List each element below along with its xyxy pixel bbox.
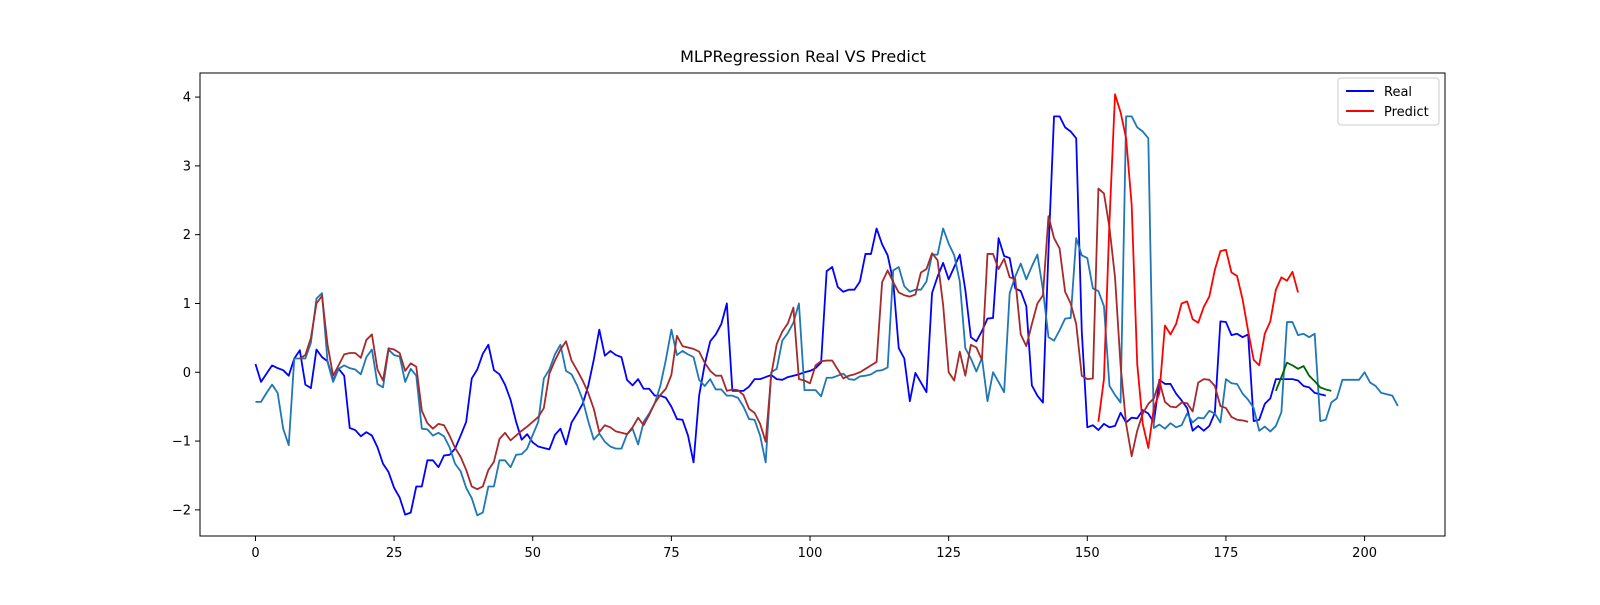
x-tick-label: 0 [251, 546, 259, 561]
x-tick-label: 75 [663, 546, 680, 561]
legend-box [1337, 77, 1440, 126]
y-tick-label: 1 [183, 297, 191, 312]
chart-title: MLPRegression Real VS Predict [680, 47, 926, 66]
axes-layer: 0 25 50 75 100 125 150 175 200 −2 −1 0 1 2 3 4 [172, 72, 1446, 561]
y-tick-label: 3 [183, 159, 191, 174]
y-tick-label: 0 [183, 366, 191, 381]
legend-label-real: Real [1384, 85, 1412, 100]
x-tick-label: 200 [1352, 546, 1377, 561]
y-tick-label: −2 [172, 503, 191, 518]
series-layer [254, 93, 1399, 517]
y-tick-label: −1 [172, 435, 191, 450]
plot-frame [199, 72, 1446, 537]
series-line-0 [254, 115, 1326, 516]
legend-label-predict: Predict [1384, 105, 1429, 120]
x-tick-label: 125 [936, 546, 961, 561]
series-line-4 [1275, 361, 1332, 392]
x-tick-label: 100 [798, 546, 823, 561]
series-line-2 [299, 187, 1249, 491]
x-tick-label: 50 [524, 546, 541, 561]
series-line-3 [1097, 93, 1299, 449]
legend: Real Predict [1337, 77, 1440, 126]
y-tick-label: 4 [183, 91, 191, 106]
x-tick-label: 150 [1075, 546, 1100, 561]
x-tick-label: 175 [1214, 546, 1239, 561]
x-tick-label: 25 [386, 546, 403, 561]
series-line-1 [255, 115, 1399, 517]
y-tick-label: 2 [183, 228, 191, 243]
